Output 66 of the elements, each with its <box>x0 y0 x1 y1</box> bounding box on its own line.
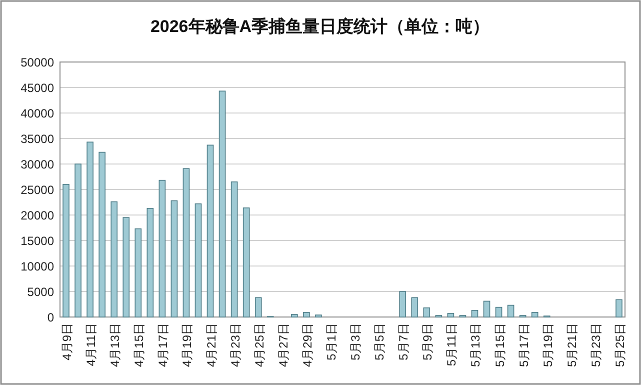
x-tick-label: 4月27日 <box>276 323 290 368</box>
bar <box>86 142 94 318</box>
bar <box>423 307 430 318</box>
x-tick-label: 4月25日 <box>252 323 266 368</box>
x-tick-label: 4月17日 <box>156 323 170 368</box>
x-tick-label: 5月17日 <box>516 323 531 368</box>
x-tick-label: 5月13日 <box>468 323 483 368</box>
bar <box>616 299 622 318</box>
x-tick-label: 4月21日 <box>204 323 218 368</box>
x-tick-label: 5月23日 <box>588 323 603 368</box>
y-tick-label: 10000 <box>20 260 54 274</box>
bar <box>158 180 166 318</box>
x-tick-label: 4月23日 <box>228 323 242 368</box>
x-tick-label: 5月15日 <box>492 323 507 368</box>
bar <box>471 310 478 318</box>
x-tick-label: 4月29日 <box>300 323 314 368</box>
y-tick-label: 15000 <box>20 234 54 248</box>
bar <box>399 291 406 318</box>
bar <box>146 208 154 318</box>
x-tick-label: 5月3日 <box>348 323 363 360</box>
bar <box>507 304 514 318</box>
x-tick-label: 4月9日 <box>60 323 74 360</box>
chart-title: 2026年秘鲁A季捕鱼量日度统计（单位：吨） <box>150 17 490 36</box>
x-tick-label: 5月21日 <box>564 323 579 368</box>
bar <box>447 313 454 318</box>
bar <box>134 228 142 318</box>
x-tick-label: 5月5日 <box>372 323 387 360</box>
y-tick-label: 40000 <box>20 106 54 120</box>
bar <box>411 297 418 318</box>
x-tick-label: 5月11日 <box>444 323 459 366</box>
y-tick-label: 35000 <box>20 132 54 146</box>
bar <box>303 312 310 318</box>
bar <box>483 300 490 318</box>
x-tick-label: 5月9日 <box>420 323 435 360</box>
bar <box>182 168 190 318</box>
x-tick-label: 4月19日 <box>180 323 194 368</box>
bar <box>218 90 226 318</box>
bar <box>291 314 298 318</box>
x-tick-label: 5月7日 <box>396 323 411 360</box>
bar <box>531 312 538 318</box>
bar <box>242 207 250 318</box>
bar <box>206 144 214 318</box>
y-tick-label: 45000 <box>20 81 54 95</box>
x-tick-label: 4月11日 <box>84 323 98 366</box>
bar <box>98 152 106 318</box>
bar <box>254 297 262 318</box>
bar <box>495 306 502 318</box>
bar <box>194 203 202 318</box>
x-tick-label: 5月25日 <box>612 323 627 368</box>
x-tick-label: 5月1日 <box>324 323 338 360</box>
x-tick-label: 4月15日 <box>132 323 146 368</box>
x-tick-label: 4月13日 <box>108 323 122 368</box>
bar <box>315 314 322 318</box>
bar <box>122 217 130 318</box>
bar <box>170 200 178 318</box>
y-tick-label: 25000 <box>20 183 54 197</box>
bar <box>230 181 238 318</box>
bar <box>62 184 70 318</box>
bar <box>110 201 118 318</box>
y-tick-label: 30000 <box>20 158 54 172</box>
y-tick-label: 50000 <box>20 56 54 70</box>
y-tick-label: 20000 <box>20 208 54 222</box>
x-tick-label: 5月19日 <box>540 323 555 368</box>
bar <box>74 164 82 318</box>
y-tick-label: 0 <box>47 310 54 324</box>
y-tick-label: 5000 <box>27 285 54 299</box>
